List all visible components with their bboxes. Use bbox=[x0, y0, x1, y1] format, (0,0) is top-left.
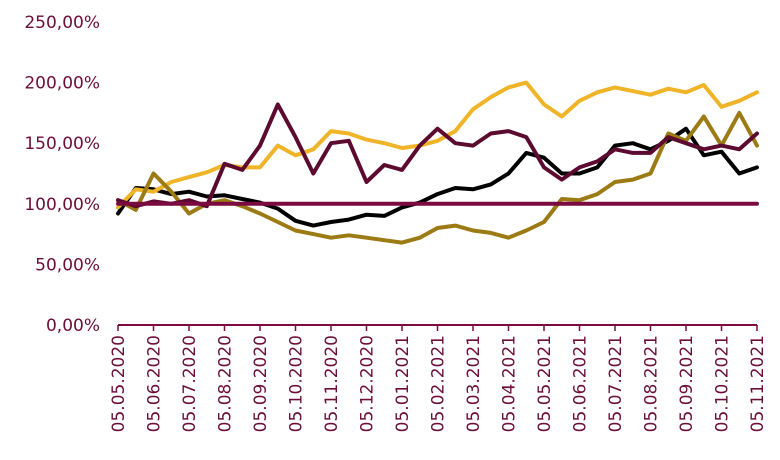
series-line-1 bbox=[116, 126, 759, 228]
y-tick-label: 50,00% bbox=[35, 255, 100, 275]
x-tick-label: 05.05.2020 bbox=[109, 335, 129, 432]
x-tick-label: 05.07.2021 bbox=[606, 335, 626, 432]
x-tick-label: 05.03.2021 bbox=[464, 335, 484, 432]
x-tick-label: 05.02.2021 bbox=[429, 335, 449, 432]
y-tick-label: 100,00% bbox=[24, 195, 100, 215]
series-line-4 bbox=[116, 102, 759, 209]
x-tick-label: 05.09.2021 bbox=[677, 335, 697, 432]
y-tick-label: 0,00% bbox=[46, 316, 100, 336]
x-tick-label: 05.05.2021 bbox=[535, 335, 555, 432]
x-tick-label: 05.04.2021 bbox=[500, 335, 520, 432]
x-tick-label: 05.10.2021 bbox=[713, 335, 733, 432]
x-tick-label: 05.06.2021 bbox=[571, 335, 591, 432]
y-tick-label: 250,00% bbox=[24, 13, 100, 33]
y-tick-label: 200,00% bbox=[24, 74, 100, 94]
x-tick-label: 05.09.2020 bbox=[251, 335, 271, 432]
x-tick-label: 05.08.2020 bbox=[216, 335, 236, 432]
y-axis: 0,00% 50,00% 100,00% 150,00% 200,00% 250,00% bbox=[24, 13, 100, 336]
series-line-3 bbox=[116, 110, 759, 245]
x-tick-label: 05.07.2020 bbox=[180, 335, 200, 432]
series-layer bbox=[116, 80, 759, 245]
x-tick-label: 05.06.2020 bbox=[145, 335, 165, 432]
x-tick-label: 05.12.2020 bbox=[358, 335, 378, 432]
x-tick-label: 05.08.2021 bbox=[642, 335, 662, 432]
x-axis: 05.05.2020 05.06.2020 05.07.2020 05.08.2020… bbox=[109, 324, 768, 432]
x-tick-label: 05.11.2021 bbox=[748, 335, 768, 432]
x-tick-label: 05.10.2020 bbox=[287, 335, 307, 432]
y-tick-label: 150,00% bbox=[24, 134, 100, 154]
x-tick-label: 05.11.2020 bbox=[322, 335, 342, 432]
x-tick-label: 05.01.2021 bbox=[393, 335, 413, 432]
